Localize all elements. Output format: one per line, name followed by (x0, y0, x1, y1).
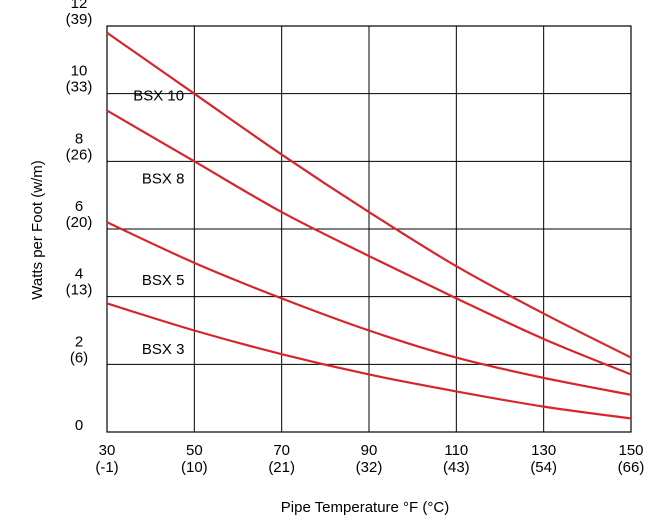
x-tick-label-30: 30 (99, 442, 116, 459)
y-tick-sublabel-12: (39) (66, 11, 93, 28)
x-tick-sublabel-90: (32) (356, 459, 383, 476)
y-tick-label-12: 12 (71, 0, 88, 12)
x-axis-title: Pipe Temperature °F (°C) (281, 499, 449, 516)
x-tick-label-50: 50 (186, 442, 203, 459)
x-tick-sublabel-70: (21) (268, 459, 295, 476)
series-line-bsx-8 (106, 109, 632, 376)
y-tick-label-4: 4 (75, 266, 83, 283)
y-tick-sublabel-6: (20) (66, 214, 93, 231)
series-label-bsx-8: BSX 8 (142, 170, 185, 187)
series-label-bsx-3: BSX 3 (142, 341, 185, 358)
y-tick-sublabel-10: (33) (66, 79, 93, 96)
plot-frame (106, 25, 632, 433)
series-label-bsx-10: BSX 10 (133, 87, 184, 104)
y-axis-ticks: 0 2(6) 4(13) 6(20) 8(26) 10(33) 12(39) (66, 0, 93, 434)
x-tick-sublabel-130: (54) (530, 459, 557, 476)
series-lines (106, 31, 632, 420)
x-tick-sublabel-50: (10) (181, 459, 208, 476)
x-tick-label-90: 90 (361, 442, 378, 459)
x-tick-sublabel-110: (43) (443, 459, 470, 476)
x-tick-sublabel-30: (-1) (95, 459, 118, 476)
y-tick-sublabel-2: (6) (70, 349, 88, 366)
x-tick-sublabel-150: (66) (618, 459, 645, 476)
series-line-bsx-3 (106, 302, 632, 420)
x-tick-label-150: 150 (618, 442, 643, 459)
x-axis-ticks: 30(-1) 50(10) 70(21) 90(32) 110(43) 130(54) 15… (95, 442, 644, 476)
y-axis-title: Watts per Foot (w/m) (29, 160, 46, 299)
y-tick-sublabel-4: (13) (66, 282, 93, 299)
y-tick-label-8: 8 (75, 130, 83, 147)
y-tick-label-6: 6 (75, 198, 83, 215)
x-tick-label-130: 130 (531, 442, 556, 459)
series-line-bsx-10 (106, 31, 632, 359)
series-line-bsx-5 (106, 221, 632, 396)
y-tick-label-10: 10 (71, 63, 88, 80)
y-tick-label-0: 0 (75, 417, 83, 434)
series-label-bsx-5: BSX 5 (142, 272, 185, 289)
y-tick-label-2: 2 (75, 333, 83, 350)
x-tick-label-70: 70 (273, 442, 290, 459)
y-tick-sublabel-8: (26) (66, 146, 93, 163)
x-tick-label-110: 110 (444, 442, 468, 459)
series-labels: BSX 10 BSX 8 BSX 5 BSX 3 (133, 87, 184, 358)
